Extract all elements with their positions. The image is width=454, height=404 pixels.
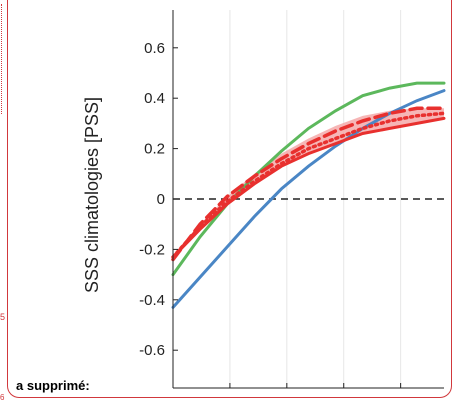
margin-mark-bottom: 6 (0, 393, 5, 402)
y-axis-title: SSS climatologies [PSS] (82, 97, 102, 293)
y-tick-label-0: -0.6 (139, 342, 165, 359)
confidence-band (173, 108, 444, 257)
y-axis: -0.6 -0.4 -0.2 0 0.2 0.4 0.6 (139, 10, 444, 389)
y-tick-label-3: 0 (157, 191, 165, 208)
series-lines (171, 81, 446, 309)
band-area (173, 108, 444, 257)
deleted-annotation: a supprimé: (14, 378, 92, 393)
series-line-1 (171, 81, 446, 277)
y-tick-label-2: -0.2 (139, 241, 165, 258)
y-tick-label-1: -0.4 (139, 292, 165, 309)
tracked-change-frame (7, 0, 452, 398)
series-line-4 (171, 111, 446, 259)
series-line-3 (171, 106, 446, 262)
y-tick-label-6: 0.6 (144, 40, 165, 57)
grid (229, 10, 402, 388)
y-tick-label-4: 0.2 (144, 141, 165, 158)
margin-mark: 5 (0, 312, 6, 322)
series-line-0 (171, 89, 446, 309)
y-tick-label-5: 0.4 (144, 90, 165, 107)
series-line-2 (171, 116, 446, 259)
margin-dotted-line (1, 4, 6, 114)
